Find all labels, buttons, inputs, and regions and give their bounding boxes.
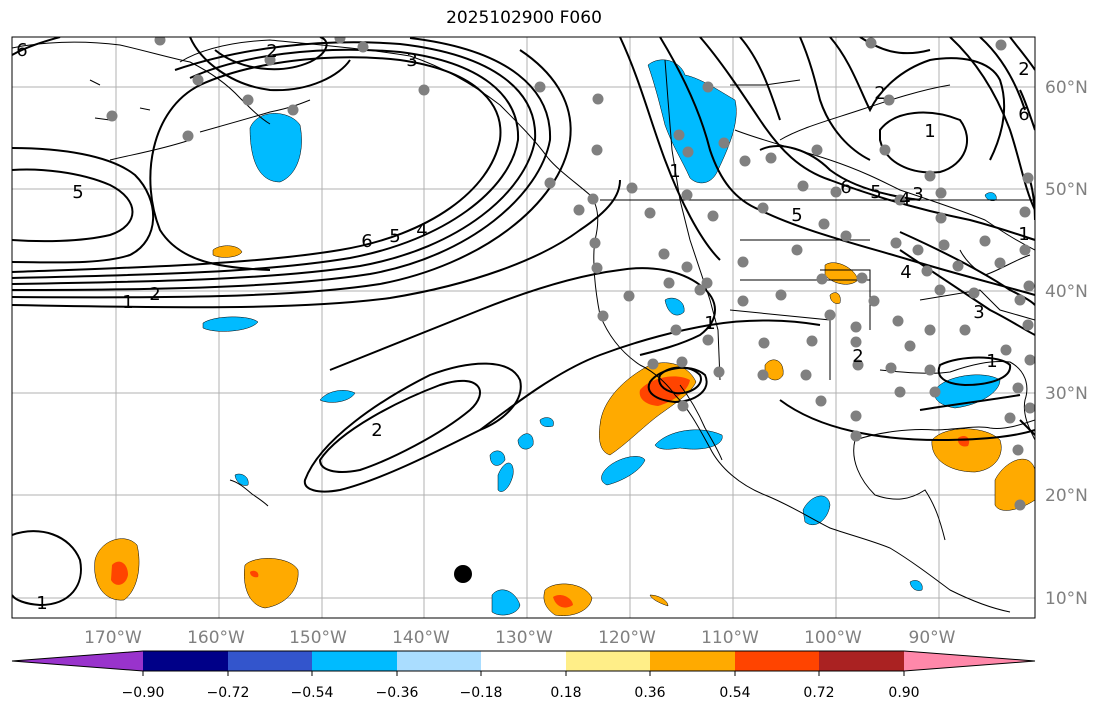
colorbar-extend-right: [904, 651, 1035, 671]
map-frame: [11, 36, 1036, 619]
latitude-label: 50°N: [1045, 180, 1088, 200]
graticule: [12, 37, 1035, 618]
contour-label: 3: [912, 184, 923, 205]
colorbar-tick-label: −0.72: [207, 685, 250, 701]
contour-label: 2: [1018, 59, 1029, 80]
contour-label: 6: [16, 40, 27, 61]
longitude-label: 150°W: [289, 628, 347, 648]
contour-label: 6: [840, 177, 851, 198]
contour-label: 5: [389, 226, 400, 247]
contour-label: 4: [416, 220, 427, 241]
colorbar-segment: [143, 651, 228, 671]
contour-label: 3: [973, 302, 984, 323]
colorbar-segment: [819, 651, 904, 671]
contour-label: 1: [1018, 224, 1029, 245]
highlight-point: [454, 565, 472, 583]
contour-label: 4: [899, 189, 910, 210]
contour-label: 2: [149, 284, 160, 305]
colorbar-segment: [650, 651, 735, 671]
contour-label: 1: [704, 313, 715, 334]
contour-label: 4: [900, 262, 911, 283]
colorbar-tick-label: 0.72: [803, 685, 834, 701]
colorbar-segment: [566, 651, 650, 671]
latitude-label: 40°N: [1045, 282, 1088, 302]
longitude-label: 120°W: [598, 628, 656, 648]
colorbar-tick-label: 0.54: [719, 685, 750, 701]
contour-value-labels: 6 2 3 5 6 5 4 1 2 2 1 1 1 2 2 5 6 5 4 3 …: [16, 40, 1029, 614]
contour-label: 2: [874, 83, 885, 104]
latitude-label: 60°N: [1045, 78, 1088, 98]
colorbar-segment: [481, 651, 566, 671]
contour-label: 5: [72, 182, 83, 203]
latitude-label: 20°N: [1045, 486, 1088, 506]
contour-label: 6: [361, 231, 372, 252]
contour-label: 1: [669, 161, 680, 182]
contour-label: 3: [406, 50, 417, 71]
contour-label: 1: [986, 351, 997, 372]
contour-label: 1: [122, 292, 133, 313]
colorbar-segment: [228, 651, 312, 671]
contour-lines: [12, 37, 1035, 607]
longitude-labels: 170°W 160°W 150°W 140°W 130°W 120°W 110°…: [84, 628, 956, 648]
longitude-label: 110°W: [701, 628, 759, 648]
colorbar-tick-label: 0.90: [888, 685, 919, 701]
strong-positive-anomaly-areas: [111, 376, 970, 608]
contour-label: 5: [870, 182, 881, 203]
latitude-label: 30°N: [1045, 384, 1088, 404]
longitude-label: 160°W: [187, 628, 245, 648]
map-background: [12, 37, 1035, 618]
latitude-labels: 60°N 50°N 40°N 30°N 20°N 10°N: [1045, 78, 1088, 609]
colorbar-tick-labels: −0.90 −0.72 −0.54 −0.36 −0.18 0.18 0.36 …: [122, 685, 920, 701]
contour-label: 2: [266, 41, 277, 62]
colorbar-tick-marks: [142, 671, 905, 676]
station-markers: [106, 37, 1035, 511]
colorbar-tick-label: −0.90: [122, 685, 165, 701]
colorbar-segment: [312, 651, 397, 671]
negative-anomaly-areas: [202, 59, 1001, 616]
colorbar-tick-label: 0.36: [634, 685, 665, 701]
contour-label: 1: [924, 121, 935, 142]
colorbar-segment: [397, 651, 481, 671]
colorbar-tick-label: −0.36: [376, 685, 419, 701]
colorbar: −0.90 −0.72 −0.54 −0.36 −0.18 0.18 0.36 …: [11, 650, 1036, 701]
colorbar-tick-label: −0.18: [460, 685, 503, 701]
longitude-label: 130°W: [495, 628, 553, 648]
colorbar-extend-left: [12, 651, 143, 671]
contour-label: 5: [791, 205, 802, 226]
colorbar-segment: [735, 651, 819, 671]
longitude-label: 90°W: [909, 628, 956, 648]
colorbar-tick-label: 0.18: [550, 685, 581, 701]
map-title: 2025102900 F060: [446, 8, 602, 28]
longitude-label: 170°W: [84, 628, 142, 648]
longitude-label: 100°W: [804, 628, 862, 648]
latitude-label: 10°N: [1045, 589, 1088, 609]
longitude-label: 140°W: [392, 628, 450, 648]
contour-label: 2: [371, 420, 382, 441]
colorbar-tick-label: −0.54: [291, 685, 334, 701]
contour-label: 6: [1018, 104, 1029, 125]
contour-label: 2: [852, 346, 863, 367]
contour-label: 1: [36, 593, 47, 614]
